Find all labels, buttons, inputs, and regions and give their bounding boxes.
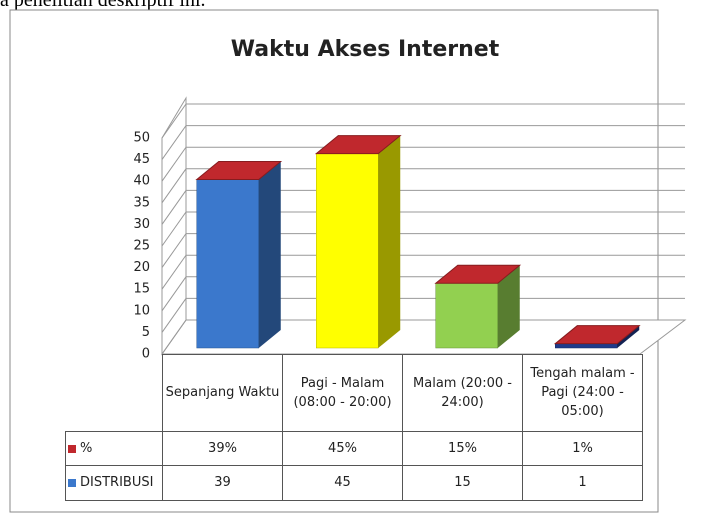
y-tick-label: 20	[133, 260, 150, 275]
bar-front	[196, 179, 259, 349]
bar-side	[258, 161, 281, 348]
bar-cap	[314, 135, 402, 155]
y-tick-label: 25	[133, 239, 150, 254]
y-tick-label: 35	[133, 195, 150, 210]
caption: a penelitian deskriptif ini.	[0, 0, 206, 11]
table-value: 1%	[522, 431, 643, 467]
bar-cap	[195, 161, 283, 181]
bar-front	[555, 343, 618, 349]
table-value: 1	[522, 465, 643, 501]
cell-text: Pagi - Malam (08:00 - 20:00)	[293, 375, 392, 410]
cell-text: 1%	[572, 440, 593, 456]
table-value: 39	[162, 465, 283, 501]
y-tick-label: 45	[133, 152, 150, 167]
chart-frame	[9, 9, 659, 513]
bar-cap	[553, 325, 641, 345]
y-tick-label: 0	[142, 347, 150, 362]
cell-text: Tengah malam - Pagi (24:00 - 05:00)	[530, 366, 635, 419]
cell-text: 45	[334, 474, 351, 490]
y-tick-label: 10	[133, 303, 150, 318]
grid-line	[161, 103, 685, 139]
bar-side	[378, 135, 401, 348]
category-label: Tengah malam - Pagi (24:00 - 05:00)	[522, 354, 643, 433]
legend-swatch	[68, 479, 76, 487]
cell-text: 15%	[448, 440, 477, 456]
cell-text: 39	[214, 474, 231, 490]
cell-text: 1	[578, 474, 587, 490]
bar-front	[316, 153, 379, 349]
cell-text: 45%	[328, 440, 357, 456]
grid-line	[161, 254, 685, 290]
bar-side	[617, 325, 640, 348]
bar-cap	[434, 264, 522, 284]
category-label: Malam (20:00 - 24:00)	[402, 354, 523, 433]
y-tick-label: 40	[133, 174, 150, 189]
y-tick-label: 15	[133, 282, 150, 297]
legend-swatch	[68, 445, 76, 453]
table-value: 45%	[282, 431, 403, 467]
cell-text: 15	[454, 474, 471, 490]
cell-text: Malam (20:00 - 24:00)	[413, 375, 512, 410]
grid-line	[161, 189, 685, 225]
cell-text: 39%	[208, 440, 237, 456]
legend-entry: DISTRIBUSI	[65, 465, 163, 501]
grid-line	[161, 233, 685, 268]
bar-front	[435, 282, 498, 349]
grid-line	[161, 146, 685, 182]
table-value: 39%	[162, 431, 283, 467]
category-label: Sepanjang Waktu	[162, 354, 283, 433]
grid-line	[161, 168, 685, 204]
y-tick-label: 50	[133, 131, 150, 146]
legend-entry: %	[65, 431, 163, 467]
table-value: 15	[402, 465, 523, 501]
y-tick-label: 30	[133, 217, 150, 232]
grid-line	[161, 211, 685, 247]
table-value: 45	[282, 465, 403, 501]
chart-title: Waktu Akses Internet	[231, 37, 500, 62]
grid-line	[161, 125, 685, 160]
table-value: 15%	[402, 431, 523, 467]
y-tick-label: 5	[142, 325, 150, 340]
category-label: Pagi - Malam (08:00 - 20:00)	[282, 354, 403, 433]
bar-side	[497, 265, 520, 348]
cell-text: %	[80, 440, 93, 456]
cell-text: Sepanjang Waktu	[165, 385, 280, 401]
cell-text: DISTRIBUSI	[80, 474, 154, 490]
